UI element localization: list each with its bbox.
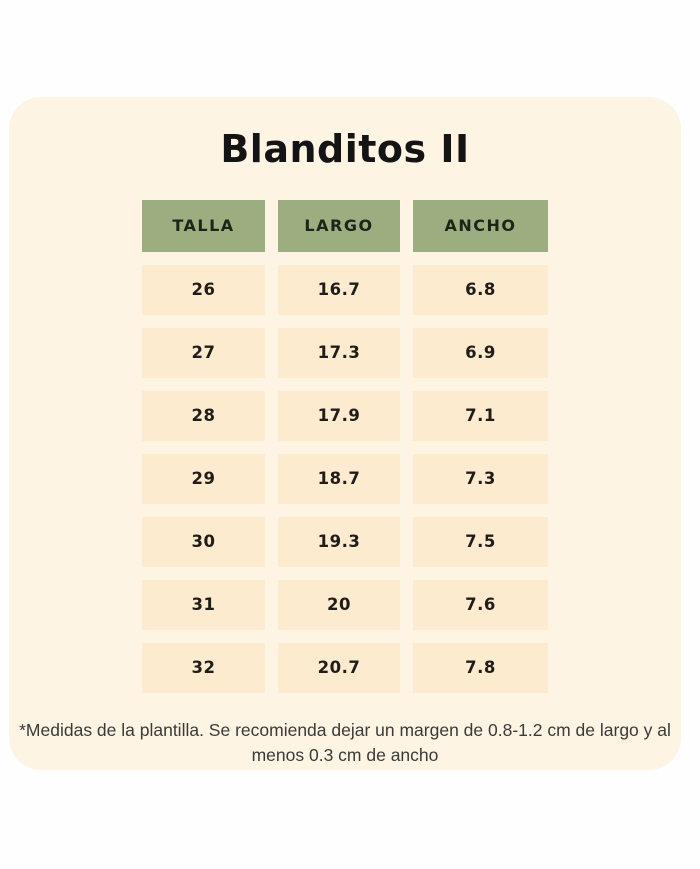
table-cell: 7.3 (413, 453, 548, 504)
table-cell: 19.3 (278, 516, 400, 567)
table-cell: 32 (142, 642, 265, 693)
table-cell: 17.3 (278, 327, 400, 378)
table-cell: 6.8 (413, 264, 548, 315)
page-title: Blanditos II (220, 127, 470, 171)
table-cell: 29 (142, 453, 265, 504)
size-guide-card: Blanditos II TALLA LARGO ANCHO 26 16.7 6… (9, 97, 681, 770)
table-cell: 17.9 (278, 390, 400, 441)
table-cell: 30 (142, 516, 265, 567)
measurement-footnote: *Medidas de la plantilla. Se recomienda … (19, 719, 671, 766)
header-cell-talla: TALLA (142, 199, 265, 252)
table-cell: 20.7 (278, 642, 400, 693)
header-cell-largo: LARGO (278, 199, 400, 252)
table-cell: 18.7 (278, 453, 400, 504)
table-cell: 7.8 (413, 642, 548, 693)
header-cell-ancho: ANCHO (413, 199, 548, 252)
table-cell: 31 (142, 579, 265, 630)
table-cell: 28 (142, 390, 265, 441)
size-table: TALLA LARGO ANCHO 26 16.7 6.8 27 17.3 6.… (142, 199, 548, 693)
table-cell: 6.9 (413, 327, 548, 378)
table-cell: 26 (142, 264, 265, 315)
table-cell: 7.5 (413, 516, 548, 567)
table-cell: 27 (142, 327, 265, 378)
table-cell: 7.6 (413, 579, 548, 630)
table-cell: 16.7 (278, 264, 400, 315)
table-cell: 20 (278, 579, 400, 630)
table-cell: 7.1 (413, 390, 548, 441)
